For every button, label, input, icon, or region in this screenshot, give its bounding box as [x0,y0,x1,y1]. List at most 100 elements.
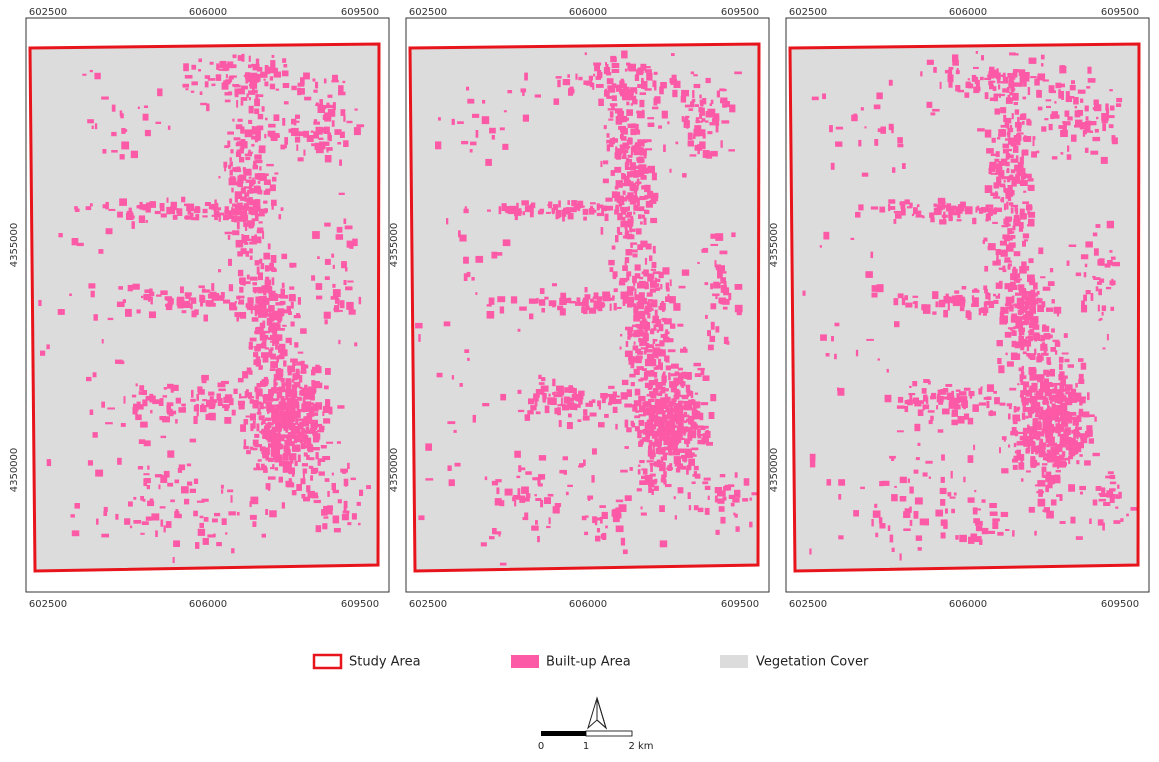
built-up-patch [889,80,893,86]
built-up-patch [327,133,331,141]
built-up-patch [643,302,649,305]
built-up-patch [1059,357,1064,363]
built-up-patch [973,507,978,514]
built-up-patch [1087,67,1091,74]
built-up-patch [1056,448,1059,455]
built-up-patch [1026,398,1029,403]
scale-label: 2 km [628,741,653,752]
built-up-patch [239,300,245,305]
built-up-patch [972,404,979,412]
built-up-patch [170,207,173,209]
built-up-patch [109,209,116,211]
built-up-patch [735,472,738,478]
built-up-patch [183,301,190,308]
built-up-patch [228,511,236,515]
built-up-patch [446,218,448,224]
built-up-patch [185,88,188,90]
x-coordinate-label: 602500 [789,599,827,610]
built-up-patch [612,95,617,101]
built-up-patch [252,88,255,92]
built-up-patch [655,399,663,404]
built-up-patch [720,251,728,255]
built-up-patch [241,248,247,254]
built-up-patch [593,74,595,77]
built-up-patch [356,124,364,127]
built-up-patch [147,485,150,489]
built-up-patch [265,509,268,515]
built-up-patch [248,150,251,152]
built-up-patch [675,415,682,419]
built-up-patch [538,483,543,486]
built-up-patch [1006,155,1010,159]
built-up-patch [158,485,160,490]
built-up-patch [632,325,638,328]
built-up-patch [311,131,314,133]
built-up-patch [1005,332,1012,338]
built-up-patch [1096,486,1102,491]
built-up-patch [880,127,886,134]
built-up-patch [289,413,297,419]
built-up-patch [671,53,675,56]
built-up-patch [1039,74,1045,77]
built-up-patch [281,382,285,389]
built-up-patch [662,111,668,119]
built-up-patch [337,142,341,145]
built-up-patch [675,515,677,519]
built-up-patch [164,387,167,390]
built-up-patch [613,271,618,277]
built-up-patch [200,516,204,519]
built-up-patch [615,108,623,113]
built-up-patch [144,106,148,109]
built-up-patch [536,389,542,395]
built-up-patch [321,445,327,449]
built-up-patch [998,129,1006,137]
built-up-patch [139,385,144,391]
built-up-patch [585,52,587,55]
built-up-patch [139,439,145,444]
x-coordinate-label: 602500 [409,7,447,18]
built-up-patch [318,105,326,113]
built-up-patch [901,209,906,216]
built-up-patch [272,55,275,58]
built-up-patch [924,395,927,399]
built-up-patch [1001,225,1008,227]
built-up-patch [227,132,234,135]
built-up-patch [858,140,861,147]
built-up-patch [1117,485,1119,489]
x-coordinate-label: 606000 [949,7,987,18]
legend-swatch-built-up [511,655,539,668]
built-up-patch [616,526,624,533]
built-up-patch [106,228,113,234]
built-up-patch [1051,328,1055,332]
legend-label: Built-up Area [546,655,631,670]
built-up-patch [664,447,670,451]
built-up-patch [311,406,318,409]
built-up-patch [1035,422,1042,427]
built-up-patch [191,91,194,93]
built-up-patch [1054,477,1061,484]
built-up-patch [998,75,1005,77]
built-up-patch [622,150,628,153]
built-up-patch [987,384,994,392]
built-up-patch [257,267,260,275]
built-up-patch [287,449,291,453]
built-up-patch [223,397,230,403]
built-up-patch [737,310,742,315]
built-up-patch [702,481,708,484]
built-up-patch [582,300,589,307]
y-coordinate-label: 4350000 [769,448,780,493]
x-coordinate-label: 602500 [409,599,447,610]
built-up-patch [1011,331,1016,336]
built-up-patch [144,289,149,293]
built-up-patch [666,365,671,370]
built-up-patch [699,141,705,149]
built-up-patch [255,304,262,310]
built-up-patch [653,246,656,253]
built-up-patch [1021,454,1025,461]
built-up-patch [625,162,629,167]
built-up-patch [258,297,263,302]
built-up-patch [262,231,264,239]
built-up-patch [642,282,649,285]
built-up-patch [273,322,275,330]
built-up-patch [265,277,269,281]
